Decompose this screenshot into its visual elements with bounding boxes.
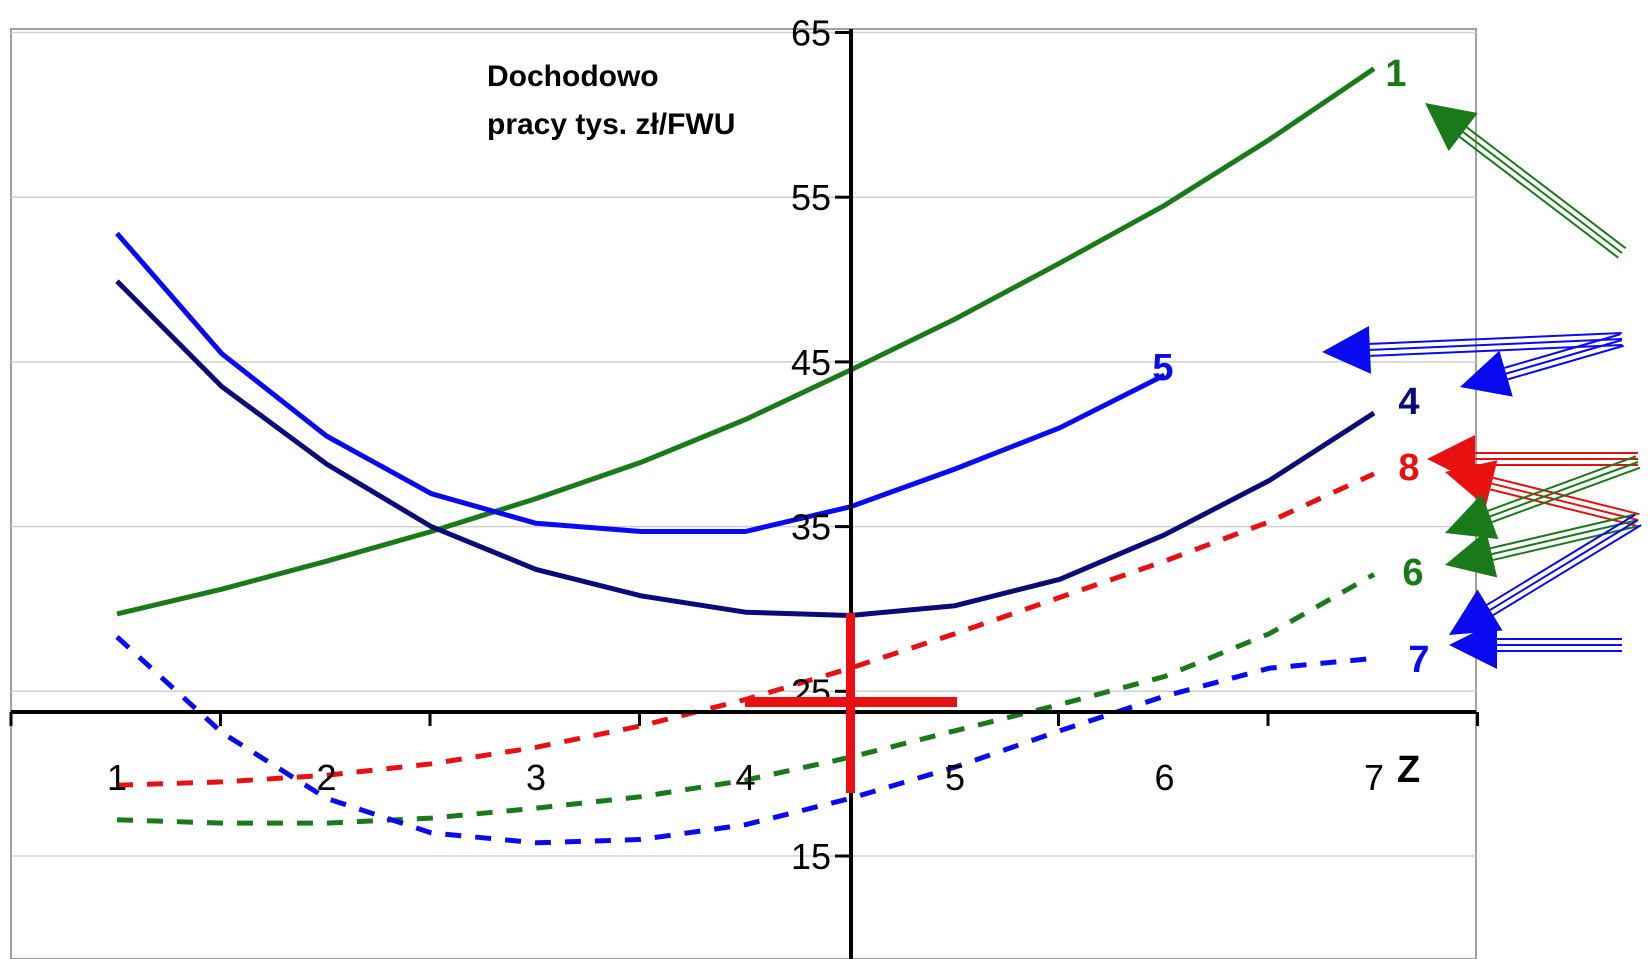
arrow-shaft: [1491, 466, 1641, 523]
arrow-shaft: [1489, 519, 1639, 611]
y-tick-label-45: 45: [791, 342, 831, 383]
series-label-5: 5: [1152, 347, 1173, 389]
y-tick-label-15: 15: [791, 836, 831, 877]
y-tick-label-35: 35: [791, 507, 831, 548]
arrow-shaft: [1489, 461, 1639, 518]
arrow-shaft: [1505, 339, 1623, 375]
arrow-icon-5: [1445, 460, 1640, 527]
arrow-shaft: [1487, 455, 1637, 512]
y-tick-label-55: 55: [791, 177, 831, 218]
arrow-shaft: [1492, 524, 1640, 561]
x-tick-label-3: 3: [526, 757, 546, 798]
arrow-shaft: [1492, 476, 1640, 516]
arrow-shaft: [1466, 126, 1627, 250]
x-tick-label-1: 1: [107, 757, 127, 798]
arrow-head: [1445, 530, 1498, 578]
series-label-8: 8: [1398, 447, 1419, 489]
arrow-icon-8: [1449, 514, 1642, 635]
x-tick-label-5: 5: [945, 757, 965, 798]
arrow-shaft: [1486, 514, 1636, 606]
arrow-shaft: [1491, 482, 1639, 521]
arrow-shaft: [1492, 524, 1642, 617]
arrow-head: [1460, 350, 1513, 397]
arrow-shaft: [1458, 136, 1619, 259]
x-axis-label: Z: [1397, 749, 1420, 791]
arrow-shaft: [1369, 332, 1622, 345]
x-tick-label-2: 2: [316, 757, 336, 798]
arrow-icon-9: [1449, 621, 1622, 669]
series-line-7: [115, 635, 1375, 846]
chart-title-line-2: pracy tys. zł/FWU: [487, 108, 735, 141]
arrow-shaft: [1369, 338, 1623, 351]
arrow-head: [1449, 589, 1503, 635]
arrow-head: [1445, 460, 1498, 507]
series-line-5: [115, 231, 1166, 534]
series-line-4: [115, 279, 1376, 618]
series-line-1: [116, 66, 1376, 617]
gridlines: [11, 31, 1476, 857]
decorative-arrows: [1322, 103, 1642, 669]
plot-area: [10, 28, 1477, 959]
arrow-shaft: [1462, 131, 1623, 254]
chart-title-line-1: Dochodowo: [487, 60, 659, 93]
arrow-head: [1445, 493, 1499, 539]
arrow-icon-7: [1445, 513, 1640, 578]
series-label-1: 1: [1385, 53, 1406, 95]
x-tick-label-6: 6: [1154, 757, 1174, 798]
arrow-head: [1322, 325, 1371, 374]
series-line-6: [116, 572, 1376, 826]
arrow-shaft: [1504, 333, 1621, 369]
series-label-7: 7: [1408, 639, 1429, 681]
arrow-shaft: [1490, 513, 1637, 550]
arrow-shaft: [1491, 519, 1639, 556]
red-cross-marker: [745, 613, 957, 793]
arrow-shaft: [1507, 344, 1624, 381]
y-tick-label-65: 65: [791, 13, 831, 54]
series-label-6: 6: [1402, 552, 1423, 594]
axes: [11, 29, 1476, 959]
series-label-4: 4: [1398, 381, 1419, 423]
arrow-icon-3: [1460, 333, 1624, 397]
arrow-head: [1449, 621, 1497, 669]
series-labels: 1 5 4 8 6 7: [1152, 53, 1429, 681]
arrow-head: [1425, 103, 1478, 152]
arrow-icon-6: [1445, 455, 1641, 539]
x-tick-label-7: 7: [1364, 757, 1384, 798]
x-tick-label-4: 4: [735, 757, 755, 798]
arrow-icon-1: [1425, 103, 1627, 259]
